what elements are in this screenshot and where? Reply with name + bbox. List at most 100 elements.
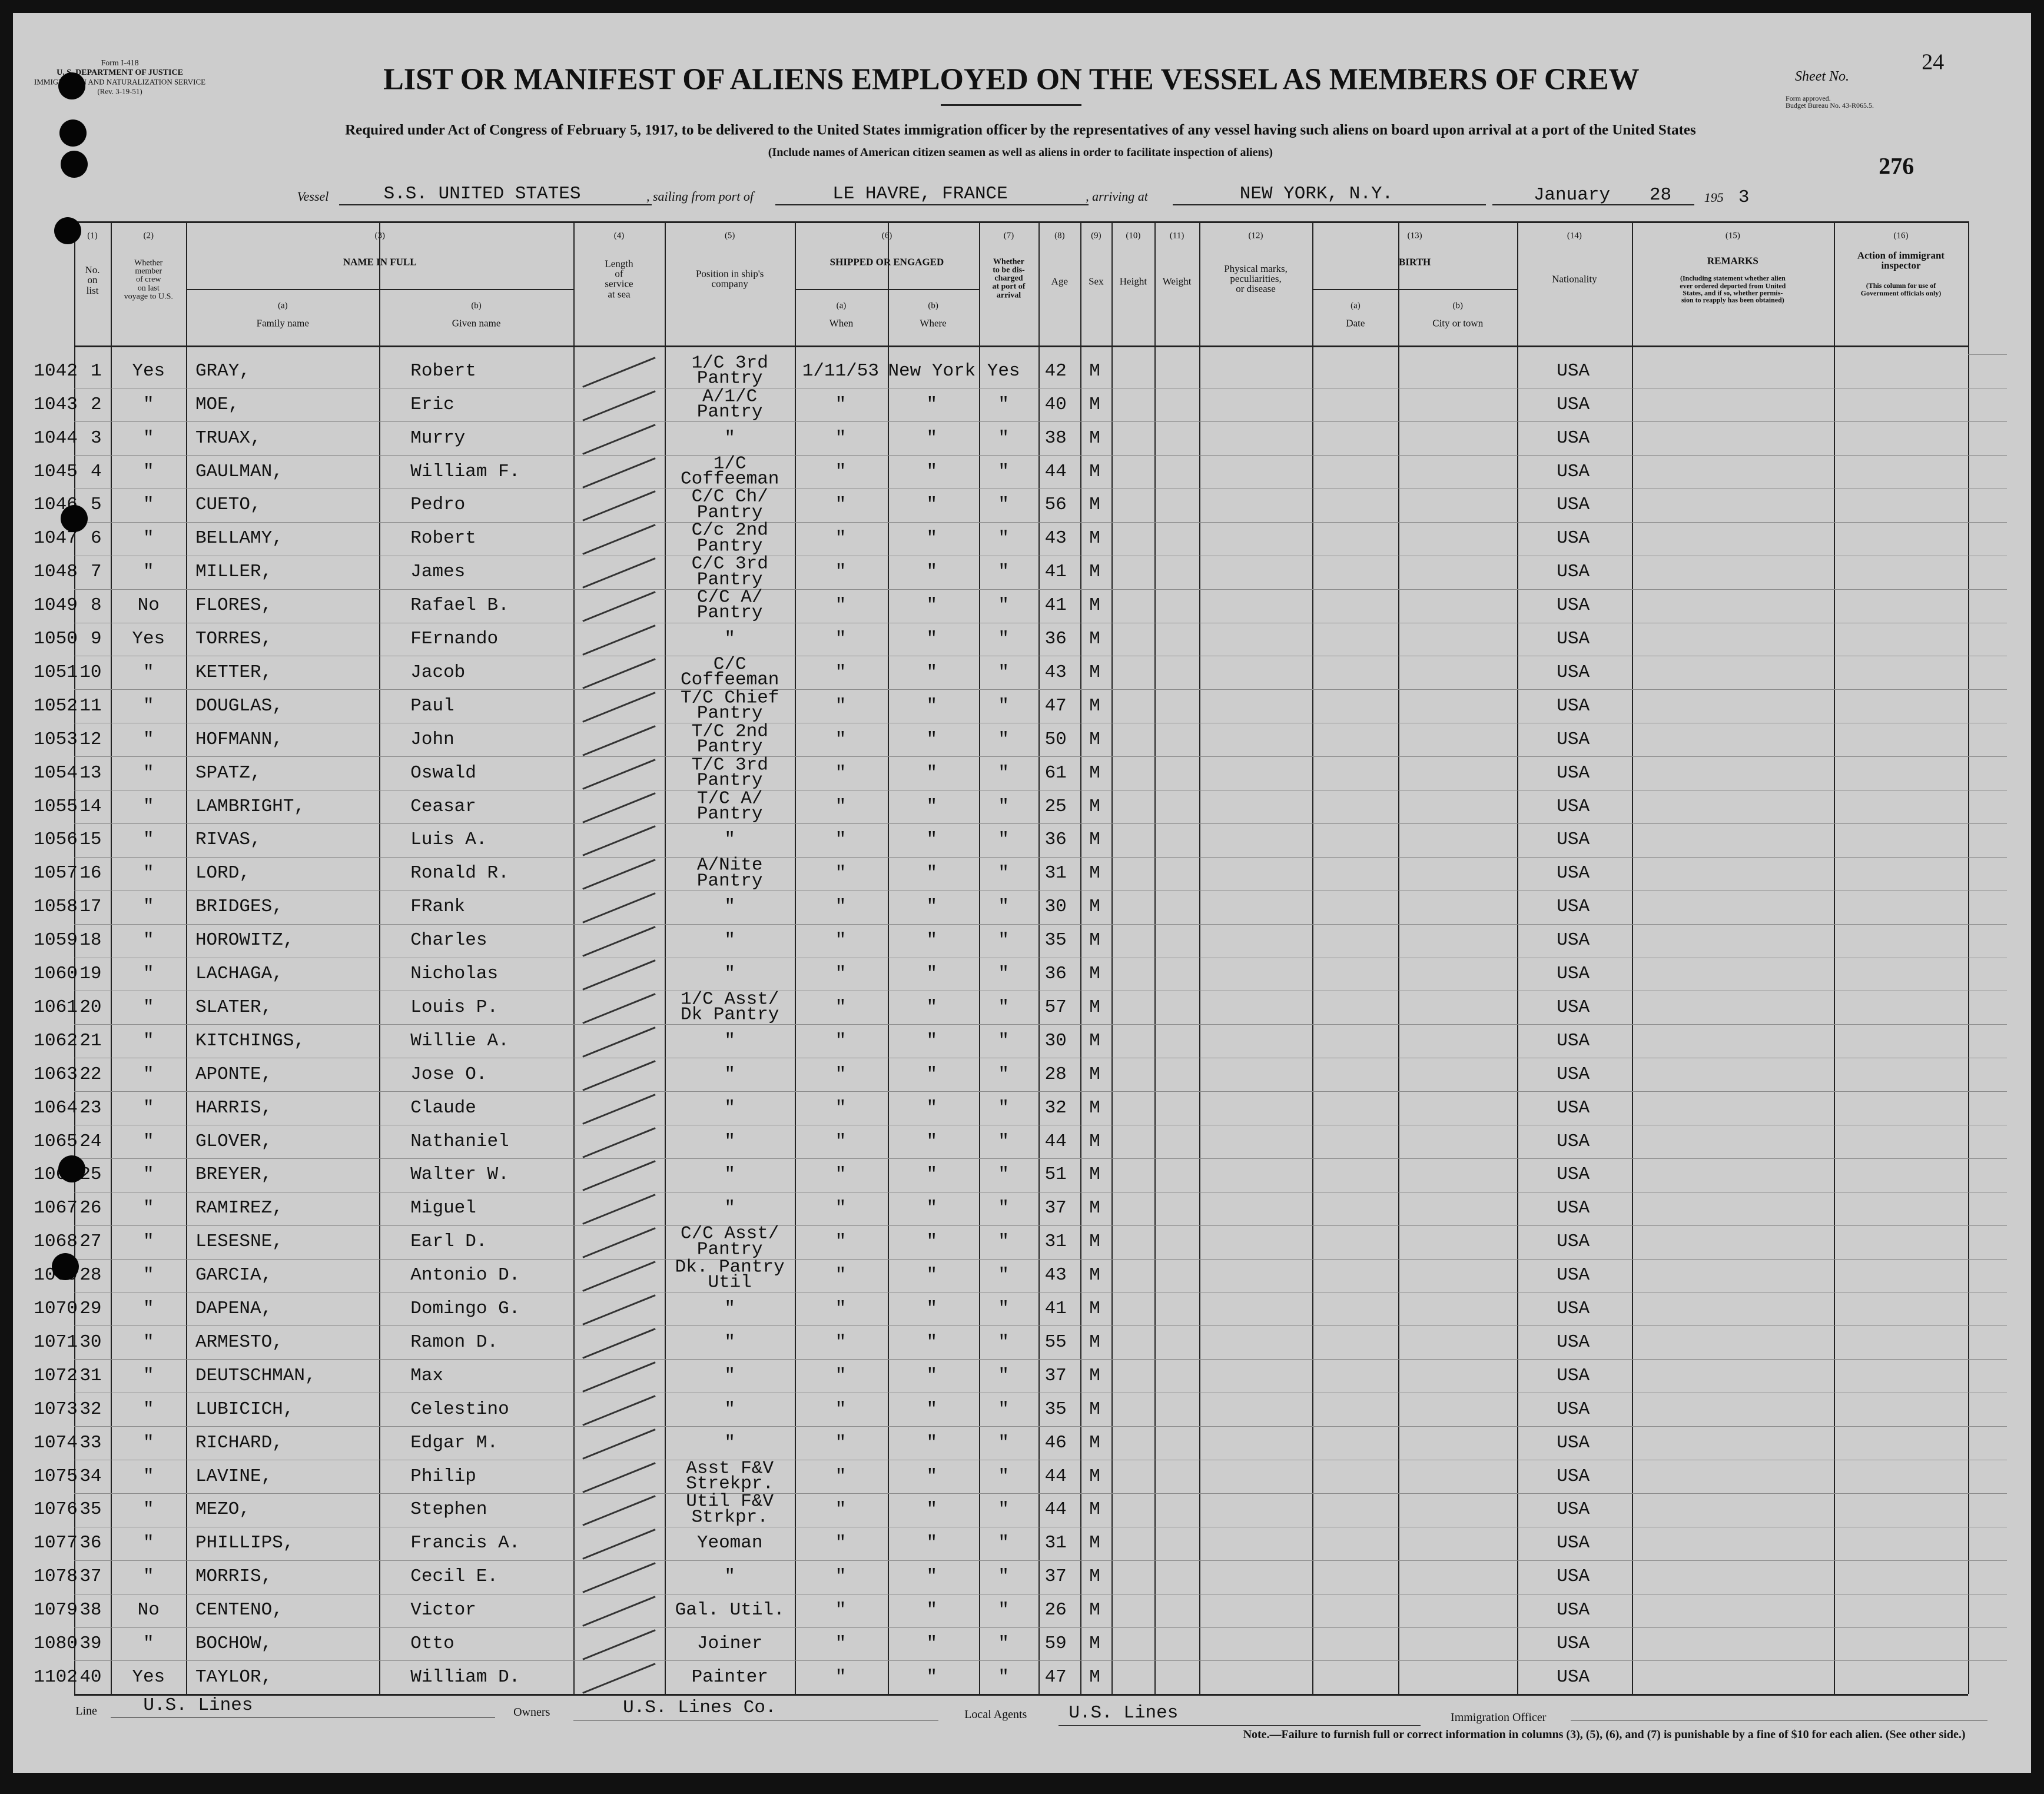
prior-voyage: " (142, 696, 154, 717)
rule (111, 1717, 496, 1718)
pen-stroke (582, 1596, 656, 1627)
pen-stroke (582, 1461, 656, 1493)
shipped-when: " (835, 427, 847, 448)
arrival: NEW YORK, N.Y. (1239, 183, 1393, 204)
given-name: Ceasar (410, 796, 476, 817)
sex: M (1089, 1298, 1100, 1320)
pen-stroke (582, 1127, 656, 1158)
column-sub-label: Given name (452, 317, 501, 329)
rule (1492, 204, 1695, 206)
pen-stroke (582, 792, 656, 823)
rule (74, 1426, 1968, 1427)
rule (74, 1225, 1968, 1226)
discharged: " (998, 1198, 1009, 1219)
sex: M (1089, 1164, 1100, 1185)
given-name: Pedro (410, 494, 466, 516)
shipped-where: " (926, 595, 938, 616)
line-number: 1075 (34, 1466, 78, 1487)
position: " (724, 1064, 735, 1085)
given-name: Ronald R. (410, 863, 509, 884)
vessel: S.S. UNITED STATES (383, 183, 581, 204)
family-name: BELLAMY, (195, 528, 283, 549)
pen-stroke (582, 959, 656, 991)
shipped-where: " (926, 1332, 938, 1353)
shipped-when: " (835, 1566, 847, 1587)
discharged: Yes (987, 361, 1020, 382)
position: " (724, 629, 735, 650)
shipped-when: " (835, 461, 847, 482)
line-number: 1071 (34, 1332, 78, 1353)
prior-voyage: " (142, 1566, 154, 1587)
rule (74, 923, 1968, 925)
prior-voyage: " (142, 662, 154, 683)
family-name: MOE, (195, 394, 240, 415)
sex: M (1089, 361, 1100, 382)
given-name: Max (410, 1366, 444, 1387)
sex: M (1089, 997, 1100, 1018)
shipped-where: " (926, 394, 938, 415)
column-sub-label: Date (1346, 317, 1365, 329)
age: 35 (1044, 930, 1067, 951)
shipped-where: " (926, 1600, 938, 1621)
nationality: USA (1557, 930, 1590, 951)
given-name: Celestino (410, 1398, 509, 1420)
prior-voyage: " (142, 762, 154, 783)
sex: M (1089, 1064, 1100, 1085)
family-name: LACHAGA, (195, 964, 283, 985)
prior-voyage: " (142, 1499, 154, 1520)
nationality: USA (1557, 394, 1590, 415)
position: " (724, 1031, 735, 1052)
nationality: USA (1557, 1198, 1590, 1219)
pen-stroke (582, 1328, 656, 1359)
discharged: " (998, 1566, 1009, 1587)
pen-stroke (582, 557, 656, 589)
family-name: KETTER, (195, 662, 273, 683)
family-name: CENTENO, (195, 1600, 283, 1621)
nationality: USA (1557, 796, 1590, 817)
list-number: 27 (79, 1231, 102, 1253)
line-number: 1079 (34, 1600, 78, 1621)
discharged: " (998, 1031, 1009, 1052)
day: 28 (1649, 185, 1672, 206)
position: " (724, 1298, 735, 1320)
given-name: Miguel (410, 1198, 476, 1219)
discharged: " (998, 1131, 1009, 1152)
list-number: 19 (79, 964, 102, 985)
family-name: TAYLOR, (195, 1667, 273, 1688)
line-number: 1065 (34, 1131, 78, 1152)
family-name: GARCIA, (195, 1265, 273, 1286)
line-number: 1043 (34, 394, 78, 415)
family-name: HOROWITZ, (195, 930, 294, 951)
line-number: 1054 (34, 762, 78, 783)
position: " (724, 427, 735, 448)
punch-hole (51, 1253, 79, 1280)
nationality: USA (1557, 1533, 1590, 1554)
column-number: (16) (1893, 230, 1909, 240)
sex: M (1089, 696, 1100, 717)
position: " (724, 930, 735, 951)
list-number: 31 (79, 1366, 102, 1387)
list-number: 28 (79, 1265, 102, 1286)
prior-voyage: " (142, 1298, 154, 1320)
family-name: GAULMAN, (195, 461, 283, 482)
age: 38 (1044, 427, 1067, 448)
age: 37 (1044, 1366, 1067, 1387)
age: 36 (1044, 829, 1067, 851)
list-number: 34 (79, 1466, 102, 1487)
shipped-when: " (835, 762, 847, 783)
age: 51 (1044, 1164, 1067, 1185)
given-name: Charles (410, 930, 487, 951)
nationality: USA (1557, 1499, 1590, 1520)
position: C/C Ch/ Pantry (691, 487, 768, 523)
arrival-label: , arriving at (1086, 188, 1148, 204)
given-name: Murry (410, 427, 466, 448)
prior-voyage: " (142, 1332, 154, 1353)
age: 31 (1044, 863, 1067, 884)
shipped-when: " (835, 1164, 847, 1185)
shipped-when: " (835, 1131, 847, 1152)
discharged: " (998, 1366, 1009, 1387)
line-number: 1053 (34, 729, 78, 750)
line-number: 1067 (34, 1198, 78, 1219)
shipped-when: " (835, 528, 847, 549)
list-number: 37 (79, 1566, 102, 1587)
